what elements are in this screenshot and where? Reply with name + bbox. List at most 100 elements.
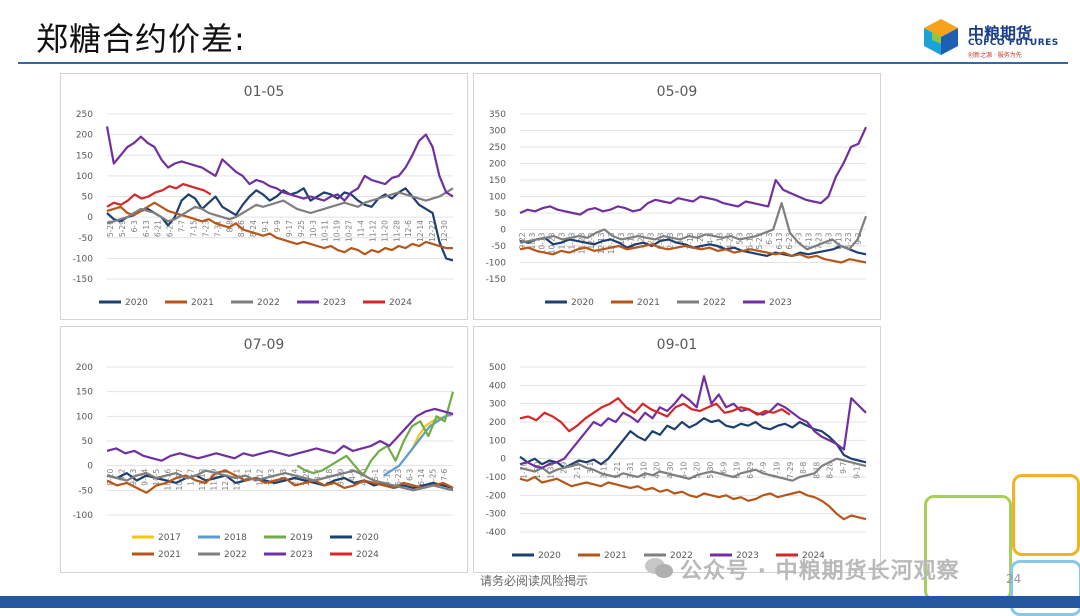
- title-divider: [18, 62, 1068, 64]
- y-tick-label: -100: [486, 259, 507, 269]
- chart-panel-05-09: 05-09 -150 -100 -50 0 50 100 150 200 250 300 350 9-…: [473, 73, 881, 320]
- page-title: 郑糖合约价差:: [36, 20, 246, 58]
- x-tick-label: 11-12: [368, 220, 377, 242]
- x-tick-label: 10-27: [345, 220, 354, 242]
- y-tick-label: 200: [489, 418, 506, 428]
- x-tick-label: 5-20: [106, 220, 115, 237]
- company-logo: 中粮期货 COFCO FUTURES 创新之源 · 服务为先: [920, 16, 1070, 62]
- y-tick-label: -200: [486, 491, 507, 501]
- x-tick-label: 7-9: [759, 461, 768, 473]
- x-tick-label: 3-1: [586, 461, 595, 473]
- x-tick-label: 4-23: [726, 232, 735, 249]
- y-tick-label: -50: [491, 242, 506, 252]
- y-tick-label: 0: [87, 213, 93, 223]
- x-tick-label: 4-30: [666, 461, 675, 478]
- x-tick-label: 1-23: [637, 232, 646, 249]
- y-tick-label: -300: [486, 510, 507, 520]
- y-tick-label: -100: [73, 254, 94, 264]
- legend-label-2023: 2023: [769, 298, 792, 308]
- x-tick-label: 9-1: [261, 220, 270, 232]
- x-tick-label: 6-21: [154, 220, 163, 237]
- x-tick-label: 3-31: [626, 461, 635, 478]
- series-line-2022: [106, 187, 454, 225]
- legend-label-2024: 2024: [389, 298, 412, 308]
- y-tick-label: 0: [87, 462, 93, 472]
- legend-label-2023: 2023: [290, 550, 313, 560]
- x-tick-label: 6-9: [719, 461, 728, 473]
- x-tick-label: 11-20: [380, 220, 389, 242]
- x-tick-label: 7-19: [773, 461, 782, 478]
- y-tick-label: 500: [489, 363, 506, 373]
- x-tick-label: 10-16: [163, 468, 172, 490]
- series-line-2024: [106, 182, 212, 208]
- y-tick-label: 200: [489, 160, 506, 170]
- x-tick-label: 4-20: [653, 461, 662, 478]
- legend-label-2022: 2022: [703, 298, 726, 308]
- x-tick-label: 10-19: [333, 220, 342, 242]
- y-tick-label: 50: [495, 209, 507, 219]
- x-tick-label: 4-10: [639, 461, 648, 478]
- y-tick-label: 400: [489, 381, 506, 391]
- series-line-2021: [519, 243, 867, 264]
- x-tick-label: 7-3: [795, 232, 804, 244]
- x-tick-label: 10-11: [321, 220, 330, 242]
- x-tick-label: 3-13: [686, 232, 695, 249]
- x-tick-label: 5-23: [394, 468, 403, 485]
- x-tick-label: 1-13: [627, 232, 636, 249]
- legend-label-2020: 2020: [356, 533, 379, 543]
- y-tick-label: 250: [489, 143, 506, 153]
- chart-title: 07-09: [243, 337, 285, 353]
- x-tick-label: 8-28: [826, 461, 835, 478]
- y-tick-label: -100: [486, 473, 507, 483]
- y-tick-label: 0: [500, 226, 506, 236]
- x-tick-label: 12-6: [404, 220, 413, 237]
- series-line-2019: [296, 391, 455, 477]
- x-tick-label: 8-3: [824, 232, 833, 244]
- y-tick-label: -150: [73, 275, 94, 285]
- x-tick-label: 3-21: [613, 461, 622, 478]
- x-tick-label: 4-20: [360, 468, 369, 485]
- chart-panel-01-05: 01-05 -150 -100 -50 0 50 100 150 200 250 5-20 5-29…: [60, 73, 468, 320]
- x-tick-label: 12-23: [607, 232, 616, 254]
- x-tick-label: 9-9: [273, 220, 282, 232]
- chart-01-05: -150 -100 -50 0 50 100 150 200 250 5-20 5-29 6-3 6-1…: [73, 110, 454, 308]
- legend-label-2020: 2020: [538, 551, 561, 561]
- x-tick-label: 10-3: [309, 220, 318, 237]
- x-tick-label: 7-23: [201, 220, 210, 237]
- x-tick-label: 5-12: [383, 468, 392, 485]
- x-tick-label: 11-23: [577, 232, 586, 254]
- x-tick-label: 7-7: [178, 220, 187, 232]
- y-tick-label: 300: [489, 127, 506, 137]
- x-tick-label: 7-23: [815, 232, 824, 249]
- x-tick-label: 4-13: [716, 232, 725, 249]
- x-tick-label: 1-10: [520, 461, 529, 478]
- y-tick-label: 250: [76, 110, 93, 120]
- x-tick-label: 12-10: [221, 468, 230, 490]
- x-tick-label: 3-29: [336, 468, 345, 485]
- x-tick-label: 5-23: [755, 232, 764, 249]
- chart-title: 09-01: [656, 337, 698, 353]
- x-tick-label: 6-29: [166, 220, 175, 237]
- x-tick-label: 4-9: [348, 468, 357, 480]
- x-tick-label: 12-22: [428, 220, 437, 242]
- y-tick-label: 100: [489, 193, 506, 203]
- x-tick-label: 6-13: [775, 232, 784, 249]
- x-tick-label: 12-3: [587, 232, 596, 249]
- series-line-2023: [519, 126, 868, 216]
- x-tick-label: 5-29: [118, 220, 127, 237]
- x-tick-label: 7-31: [213, 220, 222, 237]
- x-tick-label: 3-11: [600, 461, 609, 478]
- series-line-2023: [519, 375, 867, 469]
- y-tick-label: -50: [78, 234, 93, 244]
- x-tick-label: 12-13: [597, 232, 606, 254]
- legend-label-2018: 2018: [224, 533, 247, 543]
- x-tick-label: 2-19: [573, 461, 582, 478]
- legend-label-2021: 2021: [604, 551, 627, 561]
- y-tick-label: -400: [486, 528, 507, 538]
- bottom-bar: [0, 596, 1080, 608]
- y-tick-label: -150: [486, 275, 507, 285]
- legend-label-2022: 2022: [670, 551, 693, 561]
- legend-label-2021: 2021: [158, 550, 181, 560]
- legend-label-2022: 2022: [224, 550, 247, 560]
